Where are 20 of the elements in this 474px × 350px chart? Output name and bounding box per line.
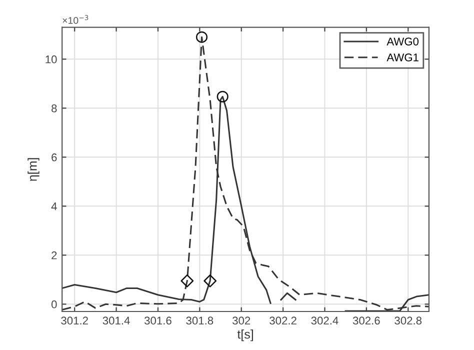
text: ×10$^{−3}$ <box>62 15 88 24</box>
x-tick-label: 301.2 <box>61 316 88 325</box>
y-axis-title: η[m] <box>28 158 40 181</box>
y-tick-label: 10 <box>46 55 57 64</box>
x-tick-label: 301.4 <box>102 316 130 325</box>
x-tick-label: 302.2 <box>270 316 296 325</box>
y-tick-label: 0 <box>51 300 57 308</box>
x-tick-label: 302.6 <box>352 316 380 325</box>
legend-label: AWG1 <box>386 54 418 62</box>
x-tick-label: 301.6 <box>144 316 172 325</box>
legend-label: AWG0 <box>386 38 419 46</box>
y-tick-label: 2 <box>52 251 57 260</box>
x-tick-label: 301.8 <box>186 316 214 325</box>
x-tick-label: 302.4 <box>311 316 338 325</box>
y-tick-label: 6 <box>52 153 57 162</box>
y-tick-label: 4 <box>51 202 57 210</box>
x-tick-label: 302.8 <box>394 316 422 325</box>
x-axis-title: t[s] <box>237 329 253 342</box>
x-tick-label: 302 <box>232 316 250 325</box>
y-tick-label: 8 <box>52 104 57 112</box>
